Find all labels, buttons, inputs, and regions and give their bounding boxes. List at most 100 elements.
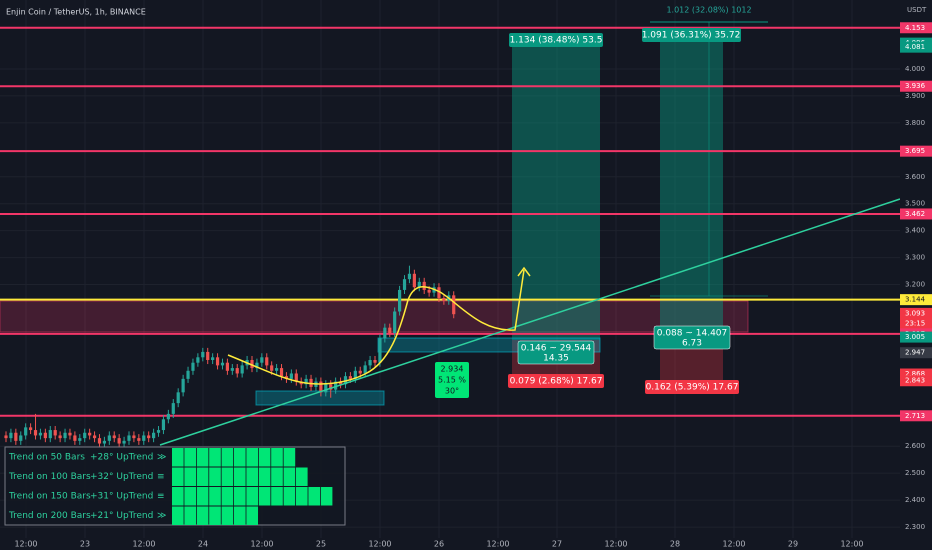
- candle-body: [9, 432, 13, 439]
- trend-cell: [308, 487, 320, 506]
- candle-body: [422, 281, 426, 290]
- trend-sign: ≫: [157, 453, 166, 463]
- price-label: [900, 307, 932, 330]
- price-label: [900, 145, 932, 157]
- price-label-text: 3.695: [905, 147, 925, 155]
- trend-cell: [221, 448, 234, 467]
- y-tick-label: 3.900: [905, 92, 925, 100]
- trend-cell: [234, 506, 246, 525]
- price-label: [900, 41, 932, 53]
- candle-body: [132, 435, 136, 439]
- candle-body: [255, 362, 259, 369]
- target-text: 1.091 (36.31%) 35.72: [642, 31, 741, 41]
- stop-badge: [508, 374, 604, 388]
- candle-body: [171, 403, 175, 414]
- trend-cell: [172, 506, 184, 525]
- candle-body: [402, 279, 407, 290]
- entry-badge: [517, 340, 595, 365]
- y-tick-label: 2.300: [905, 523, 925, 531]
- entry-ratio: 6.73: [682, 339, 702, 349]
- candle-body: [329, 384, 333, 390]
- top-text: 1.012 (32.08%) 1012: [666, 6, 751, 15]
- price-label-text: 2.947: [905, 349, 925, 357]
- candle-body: [215, 357, 220, 366]
- candle-body: [122, 440, 126, 444]
- candle-body: [398, 289, 402, 312]
- candle-body: [275, 368, 279, 371]
- trend-cell: [283, 487, 296, 506]
- candle-body: [14, 432, 18, 441]
- candle-body: [181, 378, 185, 393]
- candle-body: [353, 370, 357, 379]
- candle-body: [147, 435, 151, 439]
- candle-body: [324, 384, 328, 393]
- y-tick-label: 2.500: [905, 469, 925, 477]
- candle-body: [368, 360, 372, 366]
- y-tick-label: 4.000: [905, 65, 925, 73]
- trend-sign: ≡: [157, 492, 165, 502]
- candle-body: [338, 381, 343, 385]
- long-profit-zone: [512, 44, 600, 340]
- trend-cell: [271, 448, 283, 467]
- candle-body: [407, 273, 412, 280]
- trend-cell: [246, 487, 258, 506]
- candle-body: [186, 370, 190, 379]
- candle-body: [63, 432, 67, 439]
- projection-curve: [227, 269, 525, 385]
- trend-cell: [196, 506, 209, 525]
- candle-body: [156, 430, 161, 433]
- candle-body: [112, 435, 116, 439]
- y-tick-label: 3.300: [905, 254, 925, 262]
- candle-body: [161, 419, 166, 431]
- arrow-head: [517, 266, 531, 277]
- price-label-text: 3.936: [905, 82, 926, 90]
- trend-cell: [184, 506, 196, 525]
- price-label-text: 4.153: [905, 24, 925, 32]
- candle-body: [92, 435, 97, 439]
- candle-body: [279, 368, 284, 377]
- candle-body: [73, 435, 77, 441]
- price-label: [900, 410, 932, 422]
- candle-body: [191, 362, 195, 371]
- trend-cell: [209, 467, 221, 486]
- trend-cell: [172, 467, 184, 486]
- y-tick-label: 3.800: [905, 119, 925, 127]
- candle-body: [24, 427, 28, 436]
- x-tick-label: 12:00: [368, 540, 391, 549]
- candle-body: [107, 435, 111, 441]
- price-label-text: 4.081: [905, 43, 925, 51]
- price-label: [900, 294, 932, 306]
- trend-cell: [283, 448, 296, 467]
- price-label: [900, 331, 932, 343]
- candle-body: [452, 295, 456, 315]
- price-label-text: 3.005: [905, 333, 925, 341]
- currency: USDT: [907, 6, 927, 14]
- trend-angle: +31° UpTrend: [90, 492, 153, 502]
- target-badge: [642, 28, 741, 42]
- candle-body: [294, 373, 298, 382]
- x-tick-label: 12:00: [840, 540, 863, 549]
- trend-cell: [234, 448, 246, 467]
- trend-cell: [234, 487, 246, 506]
- candle-body: [211, 357, 215, 360]
- entry-ratio: 14.35: [543, 354, 569, 364]
- trend-angle: +21° UpTrend: [90, 511, 153, 521]
- candle-body: [83, 432, 87, 439]
- trend-cell: [246, 448, 258, 467]
- candle-body: [230, 368, 234, 371]
- candle-body: [142, 435, 146, 441]
- candle-body: [348, 376, 352, 379]
- stop-text: 0.079 (2.68%) 17.67: [510, 377, 603, 387]
- candle-body: [388, 327, 392, 334]
- trend-cell: [258, 467, 271, 486]
- entry-text: 0.088 ~ 14.407: [657, 329, 728, 339]
- trend-cell: [196, 487, 209, 506]
- trend-cell: [209, 448, 221, 467]
- y-tick-label: 2.400: [905, 496, 925, 504]
- candle-body: [378, 338, 382, 363]
- candle-body: [427, 289, 431, 293]
- candle-body: [137, 438, 141, 441]
- time-axis: [0, 538, 932, 550]
- stop-badge: [645, 380, 739, 394]
- candle-body: [343, 376, 348, 385]
